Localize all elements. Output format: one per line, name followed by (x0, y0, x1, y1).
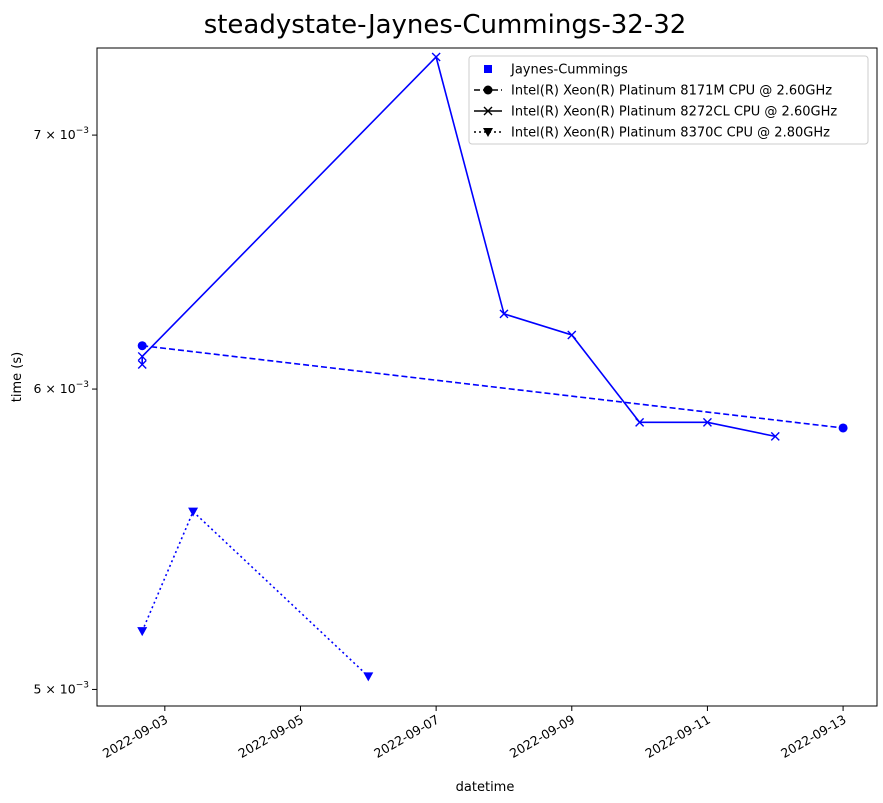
series-line (141, 510, 369, 677)
legend-label: Jaynes-Cummings (510, 63, 628, 78)
legend-marker (483, 85, 493, 95)
data-point (188, 507, 199, 517)
data-point (137, 627, 148, 637)
data-point (838, 423, 848, 433)
series-3 (137, 507, 374, 682)
legend-marker (483, 106, 493, 116)
y-tick-label: 7 × 10−3 (33, 126, 89, 142)
data-point (431, 52, 441, 62)
x-axis: 2022-09-03 2022-09-05 2022-09-07 2022-09-09… (100, 706, 849, 761)
series-layer (137, 52, 848, 682)
series-2 (137, 52, 780, 441)
x-tick-label: 2022-09-11 (643, 712, 713, 761)
series-line (142, 344, 844, 429)
series-line (141, 55, 776, 438)
data-point (499, 309, 509, 319)
x-tick-label: 2022-09-07 (371, 712, 441, 761)
data-point (770, 431, 780, 441)
y-axis-label: time (s) (10, 352, 25, 402)
y-axis: 5 × 10−3 6 × 10−3 7 × 10−3 (33, 126, 97, 696)
data-point (363, 672, 374, 682)
plot-frame (96, 47, 878, 707)
legend-box (468, 55, 869, 145)
legend-label: Intel(R) Xeon(R) Platinum 8272CL CPU @ 2… (511, 105, 837, 120)
y-tick-label: 6 × 10−3 (33, 380, 89, 396)
x-tick-label: 2022-09-03 (100, 712, 170, 761)
legend-label: Intel(R) Xeon(R) Platinum 8370C CPU @ 2.… (511, 126, 830, 141)
data-point (567, 330, 577, 340)
x-tick-label: 2022-09-13 (778, 712, 848, 761)
x-tick-label: 2022-09-09 (507, 712, 577, 761)
data-point (137, 341, 147, 351)
data-point (137, 360, 147, 370)
x-axis-label: datetime (456, 780, 515, 795)
x-tick-label: 2022-09-05 (236, 712, 306, 761)
legend-marker (484, 65, 492, 73)
chart-title: steadystate-Jaynes-Cummings-32-32 (204, 10, 687, 40)
legend-marker (483, 128, 493, 137)
data-point (635, 417, 645, 427)
data-point (702, 417, 712, 427)
y-tick-label: 5 × 10−3 (33, 680, 89, 696)
data-point (137, 351, 147, 361)
legend: Jaynes-Cummings Intel(R) Xeon(R) Platinum… (468, 55, 869, 145)
series-1 (137, 341, 848, 433)
legend-label: Intel(R) Xeon(R) Platinum 8171M CPU @ 2.… (511, 84, 832, 99)
